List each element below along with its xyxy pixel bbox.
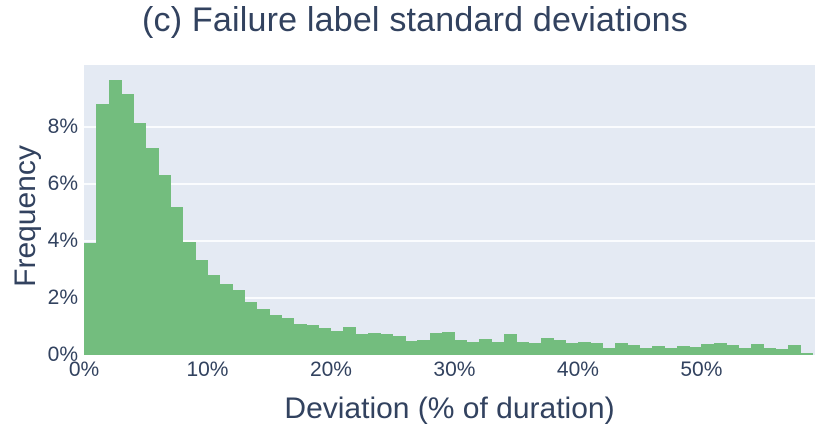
histogram-bar xyxy=(207,274,221,355)
gridline xyxy=(84,183,815,186)
x-tick-label: 10% xyxy=(186,358,229,381)
x-axis-label: Deviation (% of duration) xyxy=(284,392,615,425)
histogram-bar xyxy=(763,347,776,355)
histogram-bar xyxy=(256,308,270,355)
y-tick-label: 2% xyxy=(47,286,78,310)
histogram-bar xyxy=(800,352,814,355)
histogram-bar xyxy=(232,289,246,355)
histogram-bar xyxy=(775,349,789,355)
histogram-bar xyxy=(639,347,653,355)
histogram-bar xyxy=(170,206,184,355)
histogram-bar xyxy=(627,345,641,355)
histogram-bar xyxy=(158,174,171,355)
x-tick-label: 20% xyxy=(309,358,352,381)
histogram-bar xyxy=(182,242,196,355)
plot-area xyxy=(84,65,815,355)
histogram-bar xyxy=(676,345,690,355)
histogram-bar xyxy=(244,301,258,355)
histogram-bar xyxy=(195,260,208,355)
histogram-bar xyxy=(219,284,233,355)
histogram-bar xyxy=(713,342,727,355)
histogram-bar xyxy=(614,342,628,355)
gridline xyxy=(84,126,815,129)
histogram-bar xyxy=(318,327,332,355)
histogram-bar xyxy=(553,339,567,355)
histogram-bar xyxy=(429,333,443,355)
x-tick-label: 50% xyxy=(680,358,723,381)
histogram-bar xyxy=(689,347,702,355)
histogram-bar xyxy=(380,333,394,355)
histogram-bar xyxy=(84,243,97,355)
histogram-bar xyxy=(590,343,604,355)
histogram-bar xyxy=(343,327,357,355)
y-tick-label: 8% xyxy=(47,115,78,139)
chart-title: (c) Failure label standard deviations xyxy=(141,1,688,39)
histogram-bar xyxy=(602,348,616,355)
histogram-bar xyxy=(145,148,159,355)
histogram-bar xyxy=(454,340,468,355)
histogram-bar xyxy=(417,340,431,355)
y-tick-label: 6% xyxy=(47,172,78,196)
x-tick-label: 30% xyxy=(433,358,476,381)
y-tick-label: 0% xyxy=(47,343,78,366)
histogram-bar xyxy=(392,335,406,355)
histogram-bar xyxy=(96,103,110,355)
histogram-bar xyxy=(738,348,752,355)
histogram-bar xyxy=(405,341,418,355)
histogram-bar xyxy=(293,323,307,355)
histogram-bar xyxy=(577,341,591,355)
histogram-bar xyxy=(306,325,320,355)
histogram-bar xyxy=(503,333,517,355)
histogram-bar xyxy=(281,317,295,355)
histogram-bar xyxy=(540,337,554,355)
x-tick-label: 40% xyxy=(556,358,599,381)
gridline xyxy=(84,297,815,300)
histogram-bar xyxy=(528,343,542,355)
histogram-bar xyxy=(750,344,764,355)
y-tick-label: 4% xyxy=(47,229,78,253)
histogram-bar xyxy=(330,331,344,355)
histogram-bar xyxy=(652,345,665,355)
histogram-bar xyxy=(133,122,147,355)
histogram-bar xyxy=(355,333,369,355)
histogram-bar xyxy=(565,342,579,355)
histogram-bar xyxy=(664,347,678,355)
histogram-bar xyxy=(726,345,739,355)
histogram-bar xyxy=(491,341,505,355)
histogram-bar xyxy=(516,341,530,355)
histogram-bar xyxy=(108,79,122,355)
gridline xyxy=(84,240,815,243)
histogram-bar xyxy=(368,332,381,355)
histogram-bar xyxy=(269,314,283,355)
x-tick-label: 0% xyxy=(68,358,100,381)
histogram-bar xyxy=(442,331,455,355)
histogram-bar xyxy=(466,341,480,355)
histogram-bar xyxy=(787,345,801,355)
histogram-bar xyxy=(701,343,715,355)
histogram-bar xyxy=(479,338,492,355)
histogram-bar xyxy=(121,94,134,355)
